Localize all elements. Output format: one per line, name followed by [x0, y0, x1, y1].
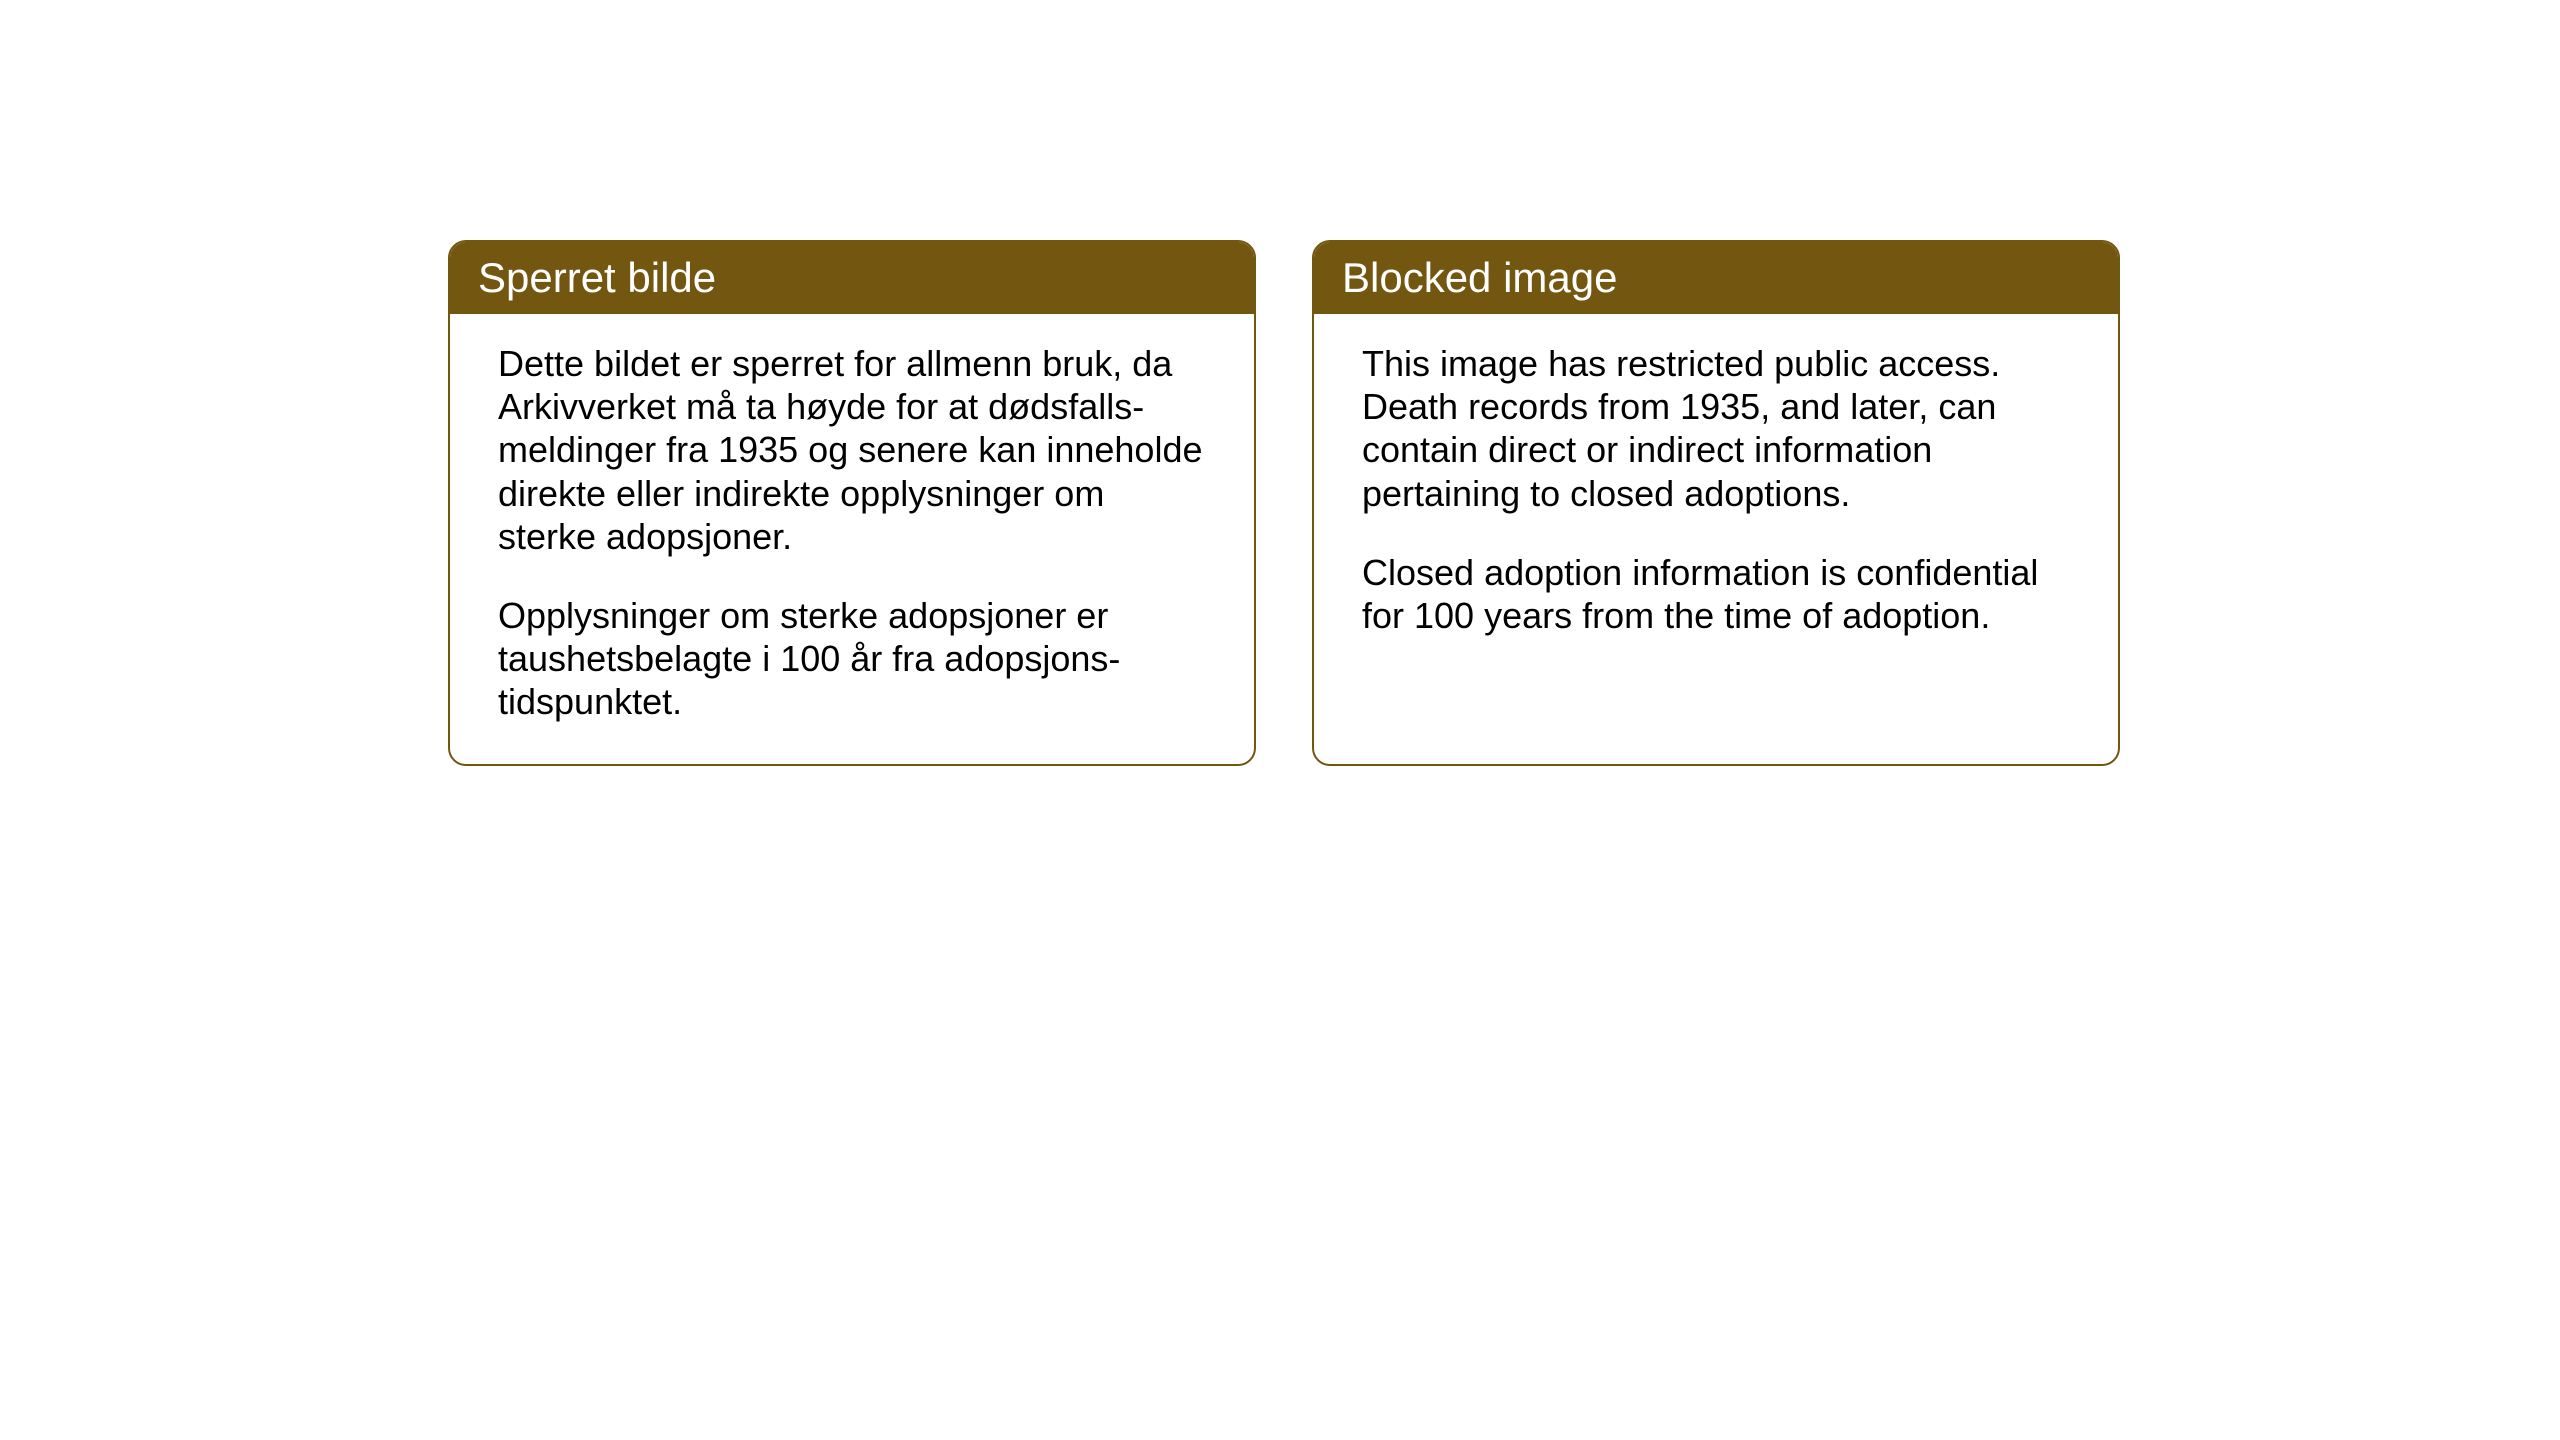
english-card-body: This image has restricted public access.…	[1314, 314, 2118, 750]
norwegian-paragraph-1: Dette bildet er sperret for allmenn bruk…	[498, 342, 1206, 558]
norwegian-card: Sperret bilde Dette bildet er sperret fo…	[448, 240, 1256, 766]
norwegian-card-header: Sperret bilde	[450, 242, 1254, 314]
norwegian-card-title: Sperret bilde	[478, 254, 716, 301]
english-card: Blocked image This image has restricted …	[1312, 240, 2120, 766]
english-card-header: Blocked image	[1314, 242, 2118, 314]
norwegian-card-body: Dette bildet er sperret for allmenn bruk…	[450, 314, 1254, 764]
english-paragraph-2: Closed adoption information is confident…	[1362, 551, 2070, 637]
cards-container: Sperret bilde Dette bildet er sperret fo…	[448, 240, 2120, 766]
english-paragraph-1: This image has restricted public access.…	[1362, 342, 2070, 515]
english-card-title: Blocked image	[1342, 254, 1617, 301]
norwegian-paragraph-2: Opplysninger om sterke adopsjoner er tau…	[498, 594, 1206, 724]
